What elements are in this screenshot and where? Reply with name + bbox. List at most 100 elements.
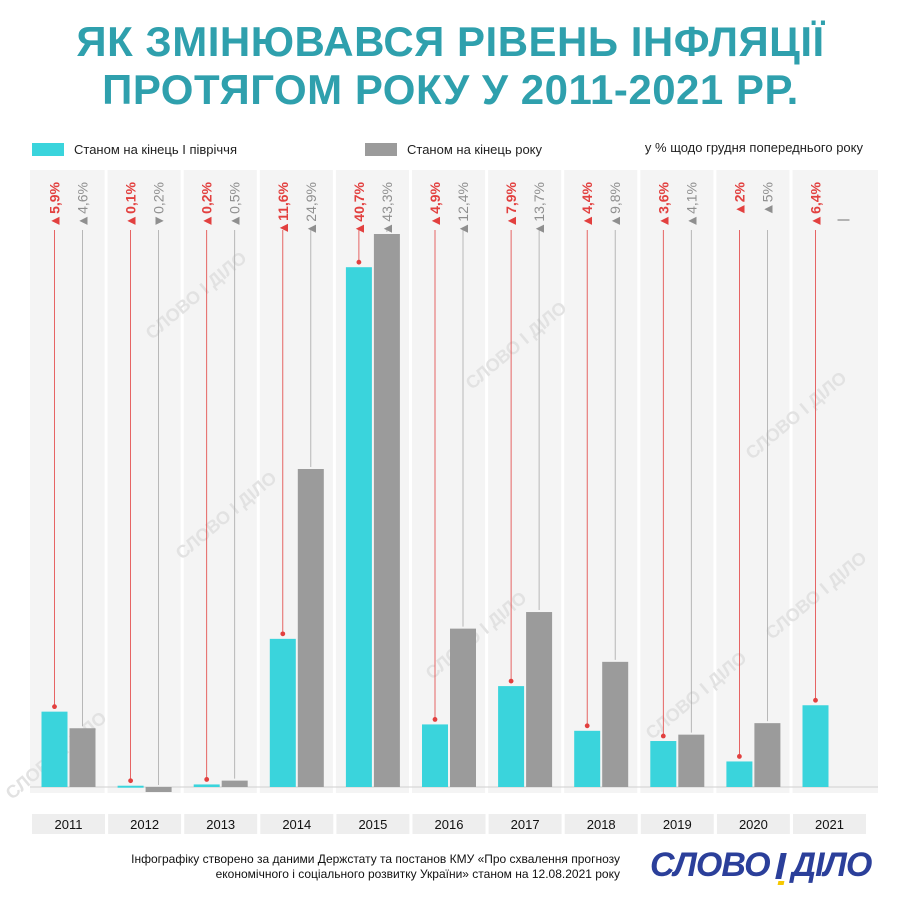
data-label-half-year: ▲4,4%: [579, 181, 595, 227]
label-dot-half-year: [280, 631, 286, 637]
label-dot-half-year: [660, 733, 666, 739]
category-label: 2014: [282, 817, 311, 832]
data-label-year-end: ▲5%: [759, 182, 775, 216]
category-label-box: [640, 814, 714, 834]
data-label-year-end: ▲13,7%: [531, 182, 547, 236]
data-label-half-year: ▲4,9%: [427, 181, 443, 227]
column-separator: [104, 170, 108, 793]
category-label: 2013: [206, 817, 235, 832]
column-separator: [409, 170, 412, 793]
logo-text-right: ДІЛО: [791, 846, 873, 884]
bar-year-end: [602, 661, 629, 787]
data-label-year-end: ▲12,4%: [455, 182, 471, 236]
bar-half-year: [193, 784, 220, 787]
bar-half-year: [574, 730, 601, 787]
logo-text-left: СЛОВО: [650, 846, 771, 884]
legend-half-year-swatch: [32, 142, 64, 156]
category-label: 2016: [435, 817, 464, 832]
category-label-box: [184, 814, 258, 834]
bar-half-year: [117, 785, 144, 788]
title-line-1: ЯК ЗМІНЮВАВСЯ РІВЕНЬ ІНФЛЯЦІЇ: [76, 18, 825, 65]
legend-half-year: Станом на кінець І півріччя: [32, 140, 237, 158]
footnote: Інфографіку створено за даними Держстату…: [40, 852, 620, 882]
category-label: 2019: [663, 817, 692, 832]
bar-year-end: [754, 723, 781, 787]
column-separator: [180, 170, 184, 793]
label-dot-half-year: [737, 754, 742, 759]
data-label-half-year: ▲7,9%: [503, 181, 519, 227]
bar-half-year: [269, 638, 296, 787]
bar-year-end: [373, 234, 400, 787]
data-label-half-year: ▲5,9%: [47, 181, 63, 227]
category-label-box: [336, 814, 410, 834]
label-dot-half-year: [204, 777, 210, 782]
bar-year-end: [221, 780, 248, 787]
category-label: 2020: [739, 817, 768, 832]
category-label: 2015: [358, 817, 387, 832]
category-label-box: [564, 814, 638, 834]
bar-year-end: [297, 468, 324, 787]
column-separator: [789, 170, 793, 793]
title-line-2: ПРОТЯГОМ РОКУ У 2011-2021 РР.: [102, 66, 799, 113]
category-label-box: [716, 814, 790, 834]
bar-year-end: [678, 734, 705, 787]
footnote-line-1: Інфографіку створено за даними Держстату…: [131, 852, 620, 866]
category-label: 2018: [587, 817, 616, 832]
label-dot-half-year: [508, 678, 514, 684]
data-label-half-year: ▲0,2%: [199, 181, 215, 227]
data-label-half-year: ▲2%: [731, 181, 747, 216]
column-separator: [713, 170, 717, 793]
data-label-half-year: ▲3,6%: [655, 181, 671, 227]
brand-logo: СЛОВО ДІЛО: [650, 846, 873, 885]
category-label: 2011: [55, 817, 83, 832]
column-separator: [485, 170, 489, 793]
label-dot-half-year: [356, 259, 362, 265]
bar-half-year: [802, 705, 829, 787]
column-separator: [637, 170, 641, 793]
column-separator: [332, 170, 336, 793]
bar-year-end: [69, 728, 96, 787]
label-dot-half-year: [432, 717, 438, 722]
label-dot-half-year: [128, 778, 134, 784]
bar-half-year: [345, 267, 372, 787]
category-label: 2021: [815, 817, 844, 832]
category-label: 2012: [130, 817, 159, 832]
data-label-half-year: ▲0,1%: [123, 181, 139, 227]
category-label-box: [260, 814, 334, 834]
bar-year-end: [450, 628, 476, 787]
legend-year-end-label: Станом на кінець року: [407, 141, 543, 157]
data-label-half-year: ▲40,7%: [351, 181, 367, 235]
bar-half-year: [41, 711, 68, 787]
legend-year-end-swatch: [365, 142, 397, 156]
column-separator: [561, 170, 565, 793]
legend-half-year-label: Станом на кінець І півріччя: [74, 141, 237, 157]
data-label-half-year: ▲6,4%: [808, 181, 824, 227]
bar-half-year: [422, 724, 448, 787]
bar-year-end: [145, 787, 172, 792]
category-label-box: [412, 814, 486, 834]
label-dot-half-year: [584, 723, 590, 729]
data-label-year-end: ▼0,2%: [151, 182, 167, 228]
bar-half-year: [650, 741, 677, 787]
data-label-year-end: ▲4,6%: [75, 182, 91, 228]
data-label-half-year: ▲11,6%: [275, 181, 291, 234]
category-label-box: [488, 814, 562, 834]
data-label-year-end: ▲4,1%: [683, 182, 699, 228]
data-label-year-end: ▲9,8%: [607, 182, 623, 228]
page-title: ЯК ЗМІНЮВАВСЯ РІВЕНЬ ІНФЛЯЦІЇ ПРОТЯГОМ Р…: [0, 18, 901, 114]
bar-half-year: [726, 761, 753, 787]
data-label-year-end: ▲0,5%: [227, 182, 243, 228]
data-label-year-end: ▲24,9%: [303, 182, 319, 236]
category-label-box: [32, 814, 105, 834]
bar-year-end: [526, 612, 553, 787]
logo-divider-icon: [774, 851, 787, 885]
data-label-year-end: ▲43,3%: [379, 182, 395, 236]
unit-note: у % щодо грудня попереднього року: [644, 140, 863, 155]
column-separator: [256, 170, 260, 793]
footnote-line-2: економічного і соціального розвитку Укра…: [215, 867, 620, 881]
category-label: 2017: [511, 817, 540, 832]
legend-year-end: Станом на кінець року: [365, 140, 542, 158]
label-dot-half-year: [52, 704, 57, 710]
label-dot-half-year: [813, 697, 818, 703]
